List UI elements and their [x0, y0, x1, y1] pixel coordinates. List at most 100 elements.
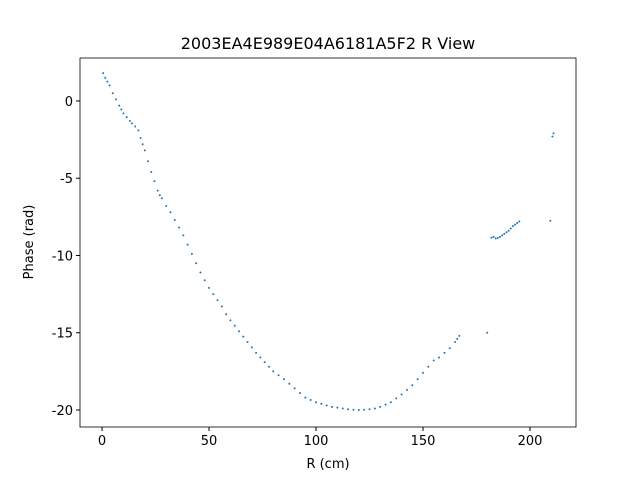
point — [267, 365, 270, 368]
point — [458, 334, 461, 337]
point — [389, 401, 392, 404]
point — [501, 234, 504, 237]
point — [496, 236, 499, 239]
point — [384, 403, 387, 406]
point — [454, 341, 457, 344]
y-axis-label: Phase (rad) — [22, 205, 37, 280]
point — [309, 398, 312, 401]
point — [443, 351, 446, 354]
x-tick-label: 0 — [98, 434, 106, 449]
x-axis-label: R (cm) — [306, 457, 349, 472]
point — [549, 219, 552, 222]
point — [216, 299, 219, 302]
point — [165, 205, 168, 208]
point — [147, 160, 150, 163]
point — [229, 319, 232, 322]
point — [208, 286, 211, 289]
point — [137, 129, 140, 132]
point — [242, 335, 245, 338]
point — [225, 313, 228, 316]
point — [298, 392, 301, 395]
point — [282, 378, 285, 381]
point — [111, 92, 114, 95]
point — [422, 371, 425, 374]
point — [288, 382, 291, 385]
point — [395, 397, 398, 400]
point — [246, 341, 249, 344]
point — [190, 252, 193, 255]
point — [272, 370, 275, 373]
point — [315, 401, 318, 404]
point — [169, 211, 172, 214]
point — [158, 194, 161, 197]
point — [178, 226, 181, 229]
point — [448, 347, 451, 350]
point — [141, 143, 144, 146]
y-tick-label: -10 — [52, 249, 73, 264]
point — [486, 331, 489, 334]
point — [456, 337, 459, 340]
point — [379, 405, 382, 408]
x-tick-label: 200 — [518, 434, 543, 449]
point — [514, 223, 517, 226]
point — [492, 235, 495, 238]
point — [150, 171, 153, 174]
point — [102, 72, 105, 75]
point — [259, 356, 262, 359]
point — [490, 236, 493, 239]
point — [277, 374, 280, 377]
point — [128, 120, 131, 123]
point — [263, 361, 266, 364]
point — [120, 108, 123, 111]
point — [509, 227, 512, 230]
point — [427, 365, 430, 368]
point — [250, 346, 253, 349]
point — [106, 80, 109, 83]
y-tick-label: 0 — [65, 95, 73, 110]
point — [416, 378, 419, 381]
point — [411, 384, 414, 387]
plot-frame — [79, 57, 577, 428]
point — [186, 243, 189, 246]
point — [104, 76, 107, 79]
point — [122, 112, 125, 115]
x-tick-label: 50 — [201, 434, 218, 449]
point — [304, 396, 307, 399]
point — [357, 409, 360, 412]
point — [400, 393, 403, 396]
point — [182, 234, 185, 237]
point — [511, 225, 514, 228]
point — [153, 180, 156, 183]
point — [134, 125, 137, 128]
point — [505, 231, 508, 234]
point — [373, 407, 376, 410]
point — [320, 402, 323, 405]
x-tick-label: 100 — [304, 434, 329, 449]
point — [432, 359, 435, 362]
point — [551, 135, 554, 138]
point — [507, 229, 510, 232]
point — [255, 351, 258, 354]
point — [156, 189, 159, 192]
point — [499, 235, 502, 238]
point — [438, 356, 441, 359]
point — [203, 279, 206, 282]
point — [130, 122, 133, 125]
point — [173, 218, 176, 221]
point — [552, 132, 555, 135]
point — [518, 220, 521, 223]
point — [233, 324, 236, 327]
x-tick-label: 150 — [411, 434, 436, 449]
y-tick-label: -20 — [52, 404, 73, 419]
point — [118, 104, 121, 107]
point — [212, 293, 215, 296]
point — [237, 330, 240, 333]
point — [114, 98, 117, 101]
point — [139, 137, 142, 140]
point — [195, 262, 198, 265]
point — [220, 305, 223, 308]
point — [160, 197, 163, 200]
point — [363, 408, 366, 411]
point — [368, 408, 371, 411]
